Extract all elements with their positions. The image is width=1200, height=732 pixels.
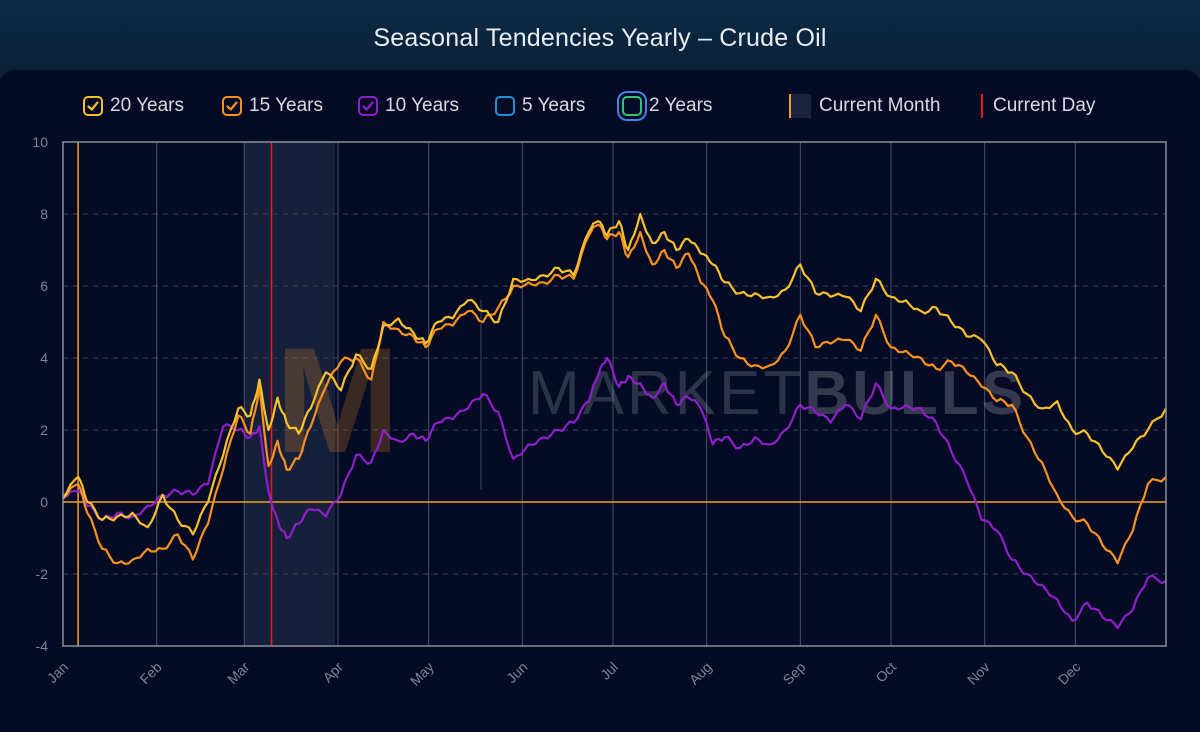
x-tick-label: Nov bbox=[964, 659, 993, 688]
x-tick-label: Jun bbox=[503, 659, 530, 686]
legend-item-5-years[interactable]: 5 Years bbox=[495, 94, 585, 118]
y-tick-label: -2 bbox=[36, 566, 49, 582]
x-tick-label: Oct bbox=[872, 659, 899, 686]
chart-panel bbox=[0, 70, 1200, 732]
x-tick-label: Sep bbox=[780, 659, 809, 688]
checkbox-empty-icon bbox=[622, 96, 642, 116]
legend-item-current-month: Current Month bbox=[789, 94, 940, 118]
chart-title: Seasonal Tendencies Yearly – Crude Oil bbox=[373, 24, 827, 52]
chart-legend: 20 Years 15 Years 10 Years 5 Years 2 Yea… bbox=[0, 90, 1200, 122]
x-tick-label: Jan bbox=[44, 659, 71, 686]
series-line-15-years bbox=[62, 223, 1167, 565]
checkbox-icon bbox=[358, 96, 378, 116]
legend-label: Current Month bbox=[819, 95, 941, 116]
y-tick-label: 10 bbox=[32, 134, 48, 150]
y-tick-label: 4 bbox=[40, 350, 48, 366]
y-tick-label: 0 bbox=[40, 494, 48, 510]
y-tick-label: 8 bbox=[40, 206, 48, 222]
chart-header: Seasonal Tendencies Yearly – Crude Oil bbox=[0, 0, 1200, 80]
legend-item-15-years[interactable]: 15 Years bbox=[222, 94, 323, 118]
x-tick-label: Aug bbox=[686, 659, 715, 688]
legend-label: 2 Years bbox=[649, 95, 713, 116]
legend-item-2-years[interactable]: 2 Years bbox=[622, 94, 712, 118]
brand-word-market: MARKET bbox=[528, 359, 804, 428]
x-tick-label: Apr bbox=[319, 659, 346, 686]
x-tick-label: Dec bbox=[1055, 659, 1084, 688]
legend-item-10-years[interactable]: 10 Years bbox=[358, 94, 459, 118]
x-tick-label: May bbox=[407, 659, 437, 689]
plot-border bbox=[62, 141, 1167, 647]
legend-label: 10 Years bbox=[385, 95, 459, 116]
current-day-swatch-icon bbox=[981, 94, 983, 118]
legend-item-current-day: Current Day bbox=[981, 94, 1095, 118]
y-tick-label: 2 bbox=[40, 422, 48, 438]
checkbox-icon bbox=[222, 96, 242, 116]
brand-word-bulls: BULLS bbox=[804, 359, 1026, 428]
legend-label: 15 Years bbox=[249, 95, 323, 116]
series-line-10-years bbox=[62, 356, 1167, 630]
x-tick-label: Mar bbox=[224, 659, 253, 688]
y-tick-label: -4 bbox=[36, 638, 49, 654]
svg-text:MARKETBULLS: MARKETBULLS bbox=[528, 359, 1026, 428]
series-line-20-years bbox=[62, 212, 1167, 536]
legend-label: 5 Years bbox=[522, 95, 586, 116]
legend-item-20-years[interactable]: 20 Years bbox=[83, 94, 184, 118]
checkbox-icon bbox=[83, 96, 103, 116]
x-tick-label: Jul bbox=[597, 659, 621, 683]
legend-label: 20 Years bbox=[110, 95, 184, 116]
brand-logo-icon: M bbox=[275, 316, 400, 484]
current-month-swatch-icon bbox=[789, 94, 811, 118]
legend-label: Current Day bbox=[993, 95, 1096, 116]
y-tick-label: 6 bbox=[40, 278, 48, 294]
checkbox-empty-icon bbox=[495, 96, 515, 116]
x-tick-label: Feb bbox=[136, 659, 165, 688]
